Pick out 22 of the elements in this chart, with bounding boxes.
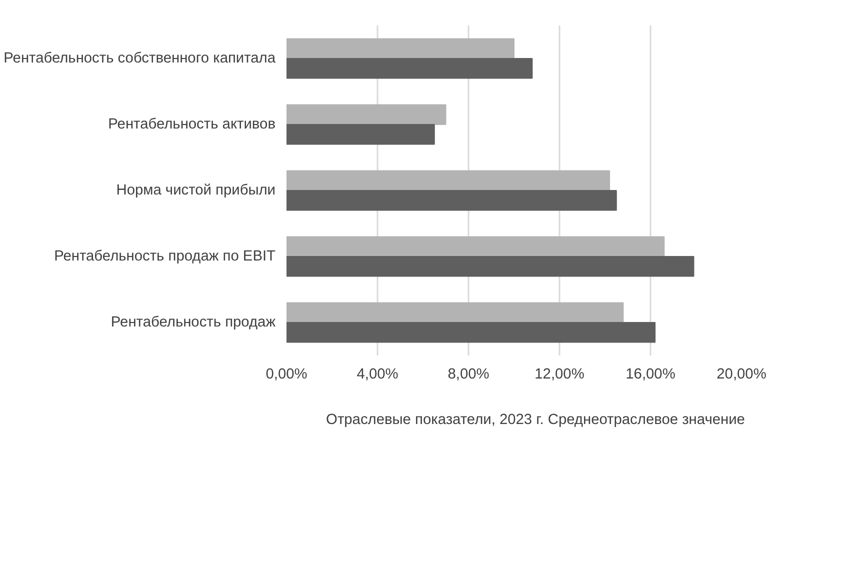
bar xyxy=(286,104,446,125)
x-tick-label: 8,00% xyxy=(448,366,490,382)
x-tick-label: 12,00% xyxy=(534,366,584,382)
y-tick-label: Рентабельность продаж по EBIT xyxy=(54,248,276,264)
bar xyxy=(286,322,656,343)
x-tick-label: 0,00% xyxy=(266,366,308,382)
y-tick-label: Рентабельность собственного капитала xyxy=(4,50,276,66)
x-tick-label: 16,00% xyxy=(626,366,676,382)
bar xyxy=(286,124,435,145)
bar xyxy=(286,190,617,211)
y-tick-label: Рентабельность активов xyxy=(108,116,276,132)
y-tick-label: Рентабельность продаж xyxy=(110,314,276,330)
bar xyxy=(286,236,665,257)
x-tick-label: 20,00% xyxy=(716,366,766,382)
bar xyxy=(286,256,694,277)
bar xyxy=(286,38,514,59)
bar xyxy=(286,302,624,323)
y-tick-label: Норма чистой прибыли xyxy=(116,182,276,198)
x-tick-label: 4,00% xyxy=(356,366,398,382)
text: Отраслевые показатели, 2023 г. Среднеотраслевое значение xyxy=(326,412,745,428)
bar xyxy=(286,58,533,79)
bar xyxy=(286,170,610,191)
